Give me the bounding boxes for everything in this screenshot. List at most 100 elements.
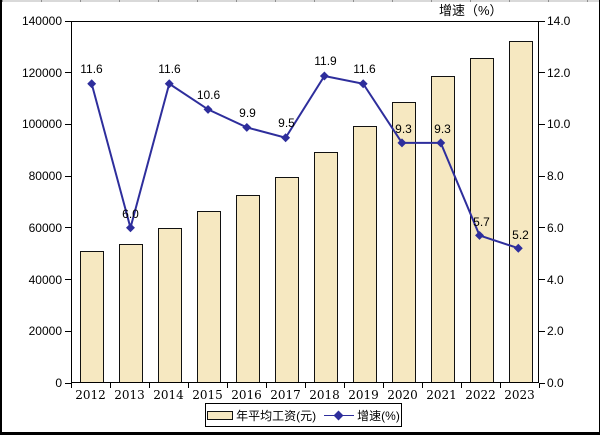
diamond-marker-icon <box>333 410 344 420</box>
y-right-tick-2.0: 2.0 <box>547 324 564 339</box>
bar-2017 <box>274 176 299 382</box>
y-left-tick-0: 0 <box>55 376 62 390</box>
y-left-tickmark <box>65 123 71 125</box>
y-left-tick-20000: 20000 <box>28 324 62 339</box>
growth-label-2013: 6.0 <box>122 206 139 221</box>
y-right-tick-12.0: 12.0 <box>547 65 571 80</box>
y-right-tickmark <box>539 123 545 125</box>
x-boundary-tickmark <box>188 383 189 388</box>
bar-2013 <box>118 243 143 382</box>
bar-2012 <box>79 251 104 382</box>
growth-line <box>90 74 519 250</box>
growth-label-2017: 9.5 <box>278 116 295 131</box>
legend-item-growth: 增速(%) <box>324 407 400 424</box>
y-left-tick-60000: 60000 <box>28 220 62 235</box>
x-tick-2016: 2016 <box>231 388 262 402</box>
y-left-tick-120000: 120000 <box>21 65 62 80</box>
growth-point-2022 <box>475 230 485 240</box>
y-left-tick-100000: 100000 <box>21 117 62 132</box>
x-boundary-tickmark <box>539 383 540 388</box>
plot-area: 11.6 6.0 11.6 10.6 9.9 9.5 11.9 11.6 9.3 9.3 5.7 5.… <box>71 21 539 383</box>
x-boundary-tickmark <box>149 383 150 388</box>
x-boundary-tickmark <box>110 383 111 388</box>
y-left-tickmark <box>65 175 71 177</box>
y-right-tickmark <box>539 20 545 22</box>
y-right-tick-6.0: 6.0 <box>547 220 564 235</box>
growth-label-2019: 11.6 <box>353 62 376 77</box>
growth-point-2013 <box>125 223 135 233</box>
bar-2018 <box>313 152 338 382</box>
x-tick-2021: 2021 <box>426 388 457 402</box>
y-right-tickmark <box>539 72 545 74</box>
x-tick-2012: 2012 <box>75 388 106 402</box>
growth-label-2012: 11.6 <box>80 62 103 77</box>
bar-2020 <box>391 101 416 382</box>
x-boundary-tickmark <box>500 383 501 388</box>
y-right-tickmark <box>539 382 545 384</box>
bar-2019 <box>352 125 377 382</box>
y-right-tick-4.0: 4.0 <box>547 272 564 287</box>
x-tick-2013: 2013 <box>114 388 145 402</box>
growth-label-2021: 9.3 <box>434 121 451 136</box>
line-series-swatch <box>324 410 355 420</box>
right-axis-title: 增速（%） <box>439 3 503 18</box>
y-left-tickmark <box>65 72 71 74</box>
growth-point-2017 <box>281 133 291 143</box>
y-right-tick-8.0: 8.0 <box>547 169 564 184</box>
x-boundary-tickmark <box>344 383 345 388</box>
y-left-tickmark <box>65 279 71 281</box>
y-right-tickmark <box>539 175 545 177</box>
growth-label-2016: 9.9 <box>239 106 256 120</box>
growth-line-svg <box>87 71 523 253</box>
x-tick-2018: 2018 <box>309 388 340 402</box>
growth-point-2016 <box>242 122 252 132</box>
x-tick-2017: 2017 <box>270 388 301 402</box>
bar-2021 <box>430 75 455 382</box>
y-right-tickmark <box>539 330 545 332</box>
x-tick-2020: 2020 <box>387 388 418 402</box>
y-right-tick-0.0: 0.0 <box>547 376 564 390</box>
x-tick-2014: 2014 <box>153 388 184 402</box>
x-tick-2022: 2022 <box>465 388 496 402</box>
legend-label-wage: 年平均工资(元) <box>236 408 317 423</box>
growth-point-2015 <box>203 104 213 114</box>
y-left-tickmark <box>65 330 71 332</box>
growth-point-2021 <box>436 138 446 148</box>
x-boundary-tickmark <box>422 383 423 388</box>
y-right-tick-14.0: 14.0 <box>547 14 571 28</box>
legend-label-growth: 增速(%) <box>357 408 400 423</box>
x-boundary-tickmark <box>461 383 462 388</box>
x-boundary-tickmark <box>227 383 228 388</box>
y-right-tickmark <box>539 227 545 229</box>
growth-label-2015: 10.6 <box>196 87 221 102</box>
y-left-tick-140000: 140000 <box>21 14 62 28</box>
growth-label-2014: 11.6 <box>158 62 181 77</box>
x-tick-2019: 2019 <box>348 388 379 402</box>
y-left-tickmark <box>65 227 71 229</box>
y-right-tick-10.0: 10.0 <box>547 117 571 132</box>
top-grid-marks <box>2 0 599 2</box>
x-tick-2015: 2015 <box>192 388 223 402</box>
y-left-tickmark <box>65 382 71 384</box>
x-boundary-tickmark <box>305 383 306 388</box>
bar-2015 <box>196 211 221 382</box>
growth-point-2012 <box>87 79 97 89</box>
y-left-tickmark <box>65 20 71 22</box>
y-right-tickmark <box>539 279 545 281</box>
bar-2023 <box>508 41 533 382</box>
growth-label-2018: 11.9 <box>314 54 337 69</box>
growth-label-2020: 9.3 <box>395 121 412 136</box>
growth-point-2018 <box>319 71 329 81</box>
legend: 年平均工资(元) 增速(%) <box>205 403 402 427</box>
y-left-tick-80000: 80000 <box>28 169 62 184</box>
x-boundary-tickmark <box>266 383 267 388</box>
growth-label-2022: 5.7 <box>473 214 490 229</box>
bar-2014 <box>157 227 182 382</box>
growth-point-2023 <box>513 243 523 253</box>
growth-label-2023: 5.2 <box>512 227 529 242</box>
bar-2016 <box>235 194 260 382</box>
x-boundary-tickmark <box>71 383 72 388</box>
legend-item-wage: 年平均工资(元) <box>207 407 316 424</box>
x-boundary-tickmark <box>383 383 384 388</box>
